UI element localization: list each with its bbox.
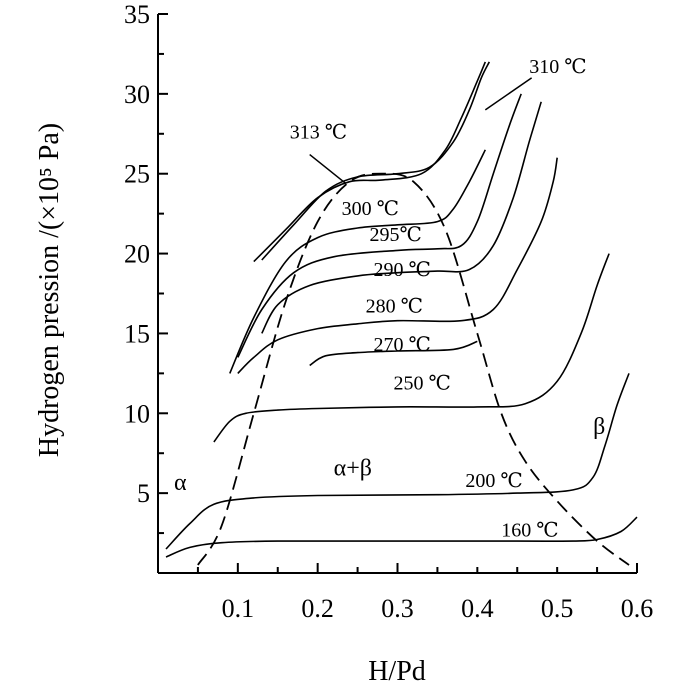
y-tick-label: 20	[124, 240, 150, 269]
phase-region-label: β	[593, 414, 605, 440]
isotherm-label: 250 ℃	[394, 372, 451, 394]
isotherm-label: 270 ℃	[374, 334, 431, 356]
x-tick-label: 0.6	[621, 594, 654, 623]
y-tick-label: 5	[137, 479, 150, 508]
y-tick-label: 35	[124, 0, 150, 29]
isotherm-line	[237, 93, 522, 358]
leader-line	[309, 153, 347, 184]
isotherm-line	[309, 340, 478, 367]
isotherm-label: 295℃	[370, 224, 422, 246]
x-tick-label: 0.4	[461, 594, 494, 623]
isotherm-line	[261, 101, 542, 334]
y-tick-label: 10	[124, 399, 150, 428]
series-group	[165, 61, 638, 558]
isotherm-label: 160 ℃	[501, 519, 558, 541]
x-axis-label: H/Pd	[368, 656, 426, 687]
x-tick-label: 0.1	[222, 594, 255, 623]
isotherm-line	[213, 253, 610, 443]
phase-region-label: α+β	[334, 456, 372, 482]
phase-boundary-line	[197, 172, 630, 566]
isotherm-line	[165, 516, 638, 558]
y-tick-label: 30	[124, 80, 150, 109]
isotherm-label: 290 ℃	[374, 259, 431, 281]
isotherm-label: 200 ℃	[465, 470, 522, 492]
isotherm-label: 313 ℃	[290, 122, 347, 144]
x-tick-label: 0.2	[301, 594, 334, 623]
isotherm-line	[229, 149, 487, 374]
isotherm-line	[261, 61, 491, 261]
phase-boundary	[197, 172, 630, 566]
isotherm-line	[165, 373, 630, 550]
isotherm-label: 310 ℃	[529, 56, 586, 78]
y-tick-label: 25	[124, 160, 150, 189]
axes: 5 10 15 20 25 30 35 0.1 0.2 0.3 0.4 0.5 0.6	[124, 0, 653, 623]
isotherm-label: 300 ℃	[342, 198, 399, 220]
x-tick-label: 0.5	[541, 594, 574, 623]
isotherm-line	[237, 157, 558, 374]
y-tick-label: 15	[124, 319, 150, 348]
annotations: 313 ℃ 310 ℃ 300 ℃ 295℃ 290 ℃ 280 ℃ 270 ℃ 250 ℃ 2…	[174, 56, 605, 541]
leader-line	[484, 77, 533, 111]
x-tick-label: 0.3	[381, 594, 414, 623]
y-axis-label: Hydrogen pression /(×10⁵ Pa)	[34, 123, 65, 457]
phase-region-label: α	[174, 470, 187, 496]
isotherm-line	[253, 61, 487, 263]
isotherm-label: 280 ℃	[366, 296, 423, 318]
